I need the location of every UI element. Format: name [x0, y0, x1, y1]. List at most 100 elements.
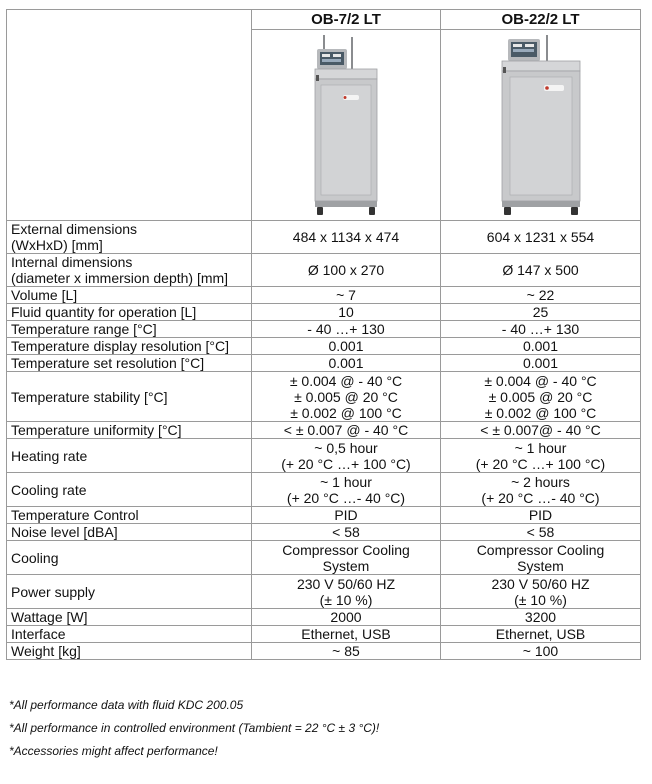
spec-label-line: Temperature set resolution [°C]: [11, 355, 205, 371]
spec-row: Wattage [W] 2000 3200: [6, 608, 641, 626]
spec-value-ob7-line: < 58: [332, 524, 360, 540]
spec-value-ob7: ± 0.004 @ - 40 °C ± 0.005 @ 20 °C ± 0.002 …: [251, 371, 441, 422]
spec-label-line: External dimensions: [11, 221, 138, 237]
spec-value-ob7-line: Ethernet, USB: [301, 626, 391, 642]
spec-label: Temperature uniformity [°C]: [6, 421, 252, 439]
spec-value-ob7-line: 484 x 1134 x 474: [292, 229, 400, 245]
header-empty-cell: [6, 9, 252, 221]
spec-value-ob7: ~ 1 hour (+ 20 °C …- 40 °C): [251, 472, 441, 507]
spec-value-ob22-line: - 40 …+ 130: [501, 321, 580, 337]
spec-label-line: Interface: [11, 626, 66, 642]
spec-label-line: Cooling rate: [11, 481, 87, 498]
spec-label-line: Weight [kg]: [11, 643, 81, 659]
spec-label-line: Cooling: [11, 549, 59, 566]
oil-bath-unit-image-2: [501, 35, 580, 215]
spec-value-ob7-line: ~ 1 hour: [320, 473, 372, 490]
oil-bath-unit-image-1: [314, 35, 378, 215]
spec-value-ob22: 230 V 50/60 HZ (± 10 %): [440, 574, 641, 609]
spec-value-ob22: 3200: [440, 608, 641, 626]
spec-value-ob7: Ø 100 x 270: [251, 253, 441, 287]
spec-value-ob22: Compressor Cooling System: [440, 540, 641, 575]
spec-value-ob7-line: 230 V 50/60 HZ: [296, 575, 396, 592]
product-name-1: OB-7/2 LT: [251, 9, 441, 30]
spec-label-line: Noise level [dBA]: [11, 524, 118, 540]
footnote: *All performance data with fluid KDC 200…: [9, 698, 244, 712]
spec-row: External dimensions (WxHxD) [mm] 484 x 113…: [6, 220, 641, 254]
spec-value-ob22-line: Ethernet, USB: [495, 626, 586, 642]
spec-row: Temperature uniformity [°C] < ± 0.007 @ -…: [6, 421, 641, 439]
spec-row: Power supply 230 V 50/60 HZ (± 10 %) 230 V …: [6, 574, 641, 609]
spec-value-ob22-line: (± 10 %): [514, 591, 567, 608]
spec-value-ob7-line: 0.001: [328, 338, 364, 354]
spec-value-ob22-line: System: [517, 557, 564, 574]
spec-label: Heating rate: [6, 438, 252, 473]
image-row: [7, 29, 641, 221]
spec-label: Fluid quantity for operation [L]: [6, 303, 252, 321]
spec-value-ob7: 230 V 50/60 HZ (± 10 %): [251, 574, 441, 609]
spec-label: Wattage [W]: [6, 608, 252, 626]
spec-value-ob7-line: Compressor Cooling: [282, 541, 410, 558]
spec-row: Cooling Compressor Cooling System Compresso…: [6, 540, 641, 575]
spec-label-line: Volume [L]: [11, 287, 78, 303]
spec-value-ob7: 2000: [251, 608, 441, 626]
spec-row: Cooling rate ~ 1 hour (+ 20 °C …- 40 °C) ~ …: [6, 472, 641, 507]
spec-value-ob22: < ± 0.007@ - 40 °C: [440, 421, 641, 439]
spec-value-ob22: 25: [440, 303, 641, 321]
spec-label-line: Internal dimensions: [11, 254, 133, 270]
spec-label: Temperature set resolution [°C]: [6, 354, 252, 372]
spec-value-ob7-line: 0.001: [328, 355, 364, 371]
spec-value-ob7-line: ~ 85: [332, 643, 360, 659]
spec-body: External dimensions (WxHxD) [mm] 484 x 113…: [6, 220, 641, 660]
spec-value-ob7: 484 x 1134 x 474: [251, 220, 441, 254]
spec-value-ob22: ~ 1 hour (+ 20 °C …+ 100 °C): [440, 438, 641, 473]
spec-row: Fluid quantity for operation [L] 10 25: [6, 303, 641, 321]
spec-label-line: Fluid quantity for operation [L]: [11, 304, 197, 320]
spec-value-ob7: 0.001: [251, 354, 441, 372]
spec-label: Interface: [6, 625, 252, 643]
spec-value-ob7-line: 2000: [330, 609, 362, 625]
spec-row: Noise level [dBA] < 58 < 58: [6, 523, 641, 541]
spec-value-ob7: 10: [251, 303, 441, 321]
spec-value-ob7: ~ 0,5 hour (+ 20 °C …+ 100 °C): [251, 438, 441, 473]
spec-label: Temperature display resolution [°C]: [6, 337, 252, 355]
spec-row: Temperature display resolution [°C] 0.001…: [6, 337, 641, 355]
spec-value-ob7-line: PID: [334, 507, 358, 523]
footnote: *Accessories might affect performance!: [9, 744, 218, 758]
spec-value-ob22-line: ± 0.005 @ 20 °C: [488, 388, 593, 405]
spec-value-ob22: ~ 22: [440, 286, 641, 304]
spec-label-line: Temperature display resolution [°C]: [11, 338, 230, 354]
spec-label-line: Wattage [W]: [11, 609, 88, 625]
spec-label-line: Temperature Control: [11, 507, 139, 523]
spec-value-ob7-line: < ± 0.007 @ - 40 °C: [283, 422, 409, 438]
spec-value-ob22: PID: [440, 506, 641, 524]
spec-value-ob22-line: ~ 100: [522, 643, 559, 659]
spec-value-ob7: 0.001: [251, 337, 441, 355]
spec-label: Temperature stability [°C]: [6, 371, 252, 422]
spec-label: Volume [L]: [6, 286, 252, 304]
spec-value-ob22-line: ± 0.002 @ 100 °C: [484, 404, 597, 421]
spec-value-ob22-line: ~ 2 hours: [511, 473, 570, 490]
product-image-cell-2: [440, 29, 641, 221]
spec-value-ob22: Ethernet, USB: [440, 625, 641, 643]
spec-label: Noise level [dBA]: [6, 523, 252, 541]
spec-label-line: Power supply: [11, 583, 96, 600]
spec-label-line: (diameter x immersion depth) [mm]: [11, 270, 229, 286]
spec-value-ob7-line: ~ 0,5 hour: [314, 439, 378, 456]
spec-value-ob7-line: System: [322, 557, 370, 574]
product-name-2: OB-22/2 LT: [440, 9, 641, 30]
spec-value-ob22: - 40 …+ 130: [440, 320, 641, 338]
spec-value-ob22-line: 604 x 1231 x 554: [486, 229, 595, 245]
spec-value-ob7: < ± 0.007 @ - 40 °C: [251, 421, 441, 439]
spec-value-ob22: < 58: [440, 523, 641, 541]
spec-value-ob7: Ethernet, USB: [251, 625, 441, 643]
spec-value-ob22-line: (+ 20 °C …- 40 °C): [481, 489, 600, 506]
spec-label: Power supply: [6, 574, 252, 609]
spec-label-line: (WxHxD) [mm]: [11, 237, 103, 253]
spec-value-ob7: Compressor Cooling System: [251, 540, 441, 575]
spec-label: Temperature Control: [6, 506, 252, 524]
spec-value-ob22-line: Ø 147 x 500: [502, 262, 579, 278]
spec-value-ob7-line: ~ 7: [336, 287, 356, 303]
spec-value-ob22-line: ~ 22: [526, 287, 555, 303]
spec-label: Cooling: [6, 540, 252, 575]
spec-value-ob22-line: 0.001: [522, 355, 559, 371]
